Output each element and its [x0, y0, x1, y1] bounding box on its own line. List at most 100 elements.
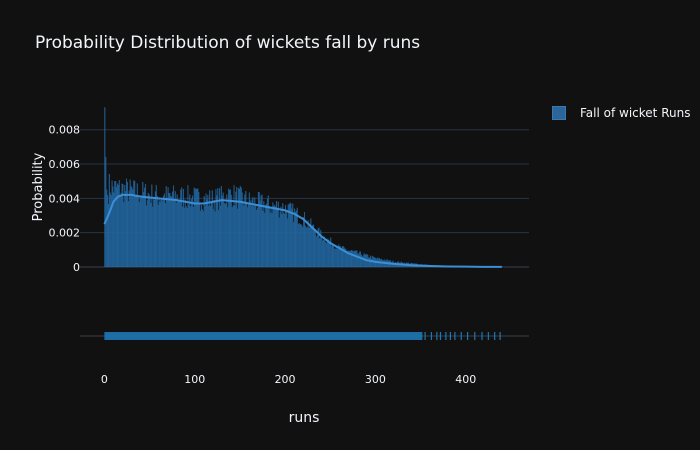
rug-dense-band [104, 332, 423, 340]
histogram-bar [191, 195, 194, 268]
histogram-bar [291, 208, 293, 268]
histogram-bar [200, 205, 203, 268]
histogram-bar [166, 197, 168, 268]
histogram-bar [107, 194, 109, 268]
histogram-bar [359, 251, 361, 268]
histogram-bar [313, 230, 315, 268]
histogram-bar [247, 207, 249, 268]
histogram-bar [247, 203, 250, 268]
histogram-bar [121, 183, 123, 268]
histogram-bar [354, 250, 356, 268]
histogram-bar [253, 206, 255, 268]
histogram-bar [184, 199, 186, 268]
legend[interactable]: Fall of wicket Runs [552, 106, 690, 120]
histogram-bar [183, 207, 185, 268]
histogram-bar [219, 205, 222, 268]
histogram-bar [130, 186, 132, 268]
histogram-bar [350, 250, 353, 268]
histogram-bar [223, 202, 225, 268]
histogram-bar [147, 192, 149, 268]
histogram-bar [193, 187, 195, 268]
histogram-bar [357, 253, 359, 268]
histogram-bar [205, 193, 207, 268]
histogram-bar [284, 213, 286, 268]
histogram-bar [331, 243, 334, 268]
histogram-bar [135, 195, 137, 268]
histogram-bar [145, 205, 147, 268]
histogram-bar [174, 191, 176, 268]
histogram-bar [222, 192, 224, 268]
histogram-bar [285, 205, 287, 268]
histogram-bar [123, 202, 125, 268]
histogram-bar [295, 210, 297, 268]
y-tick-label: 0 [73, 261, 80, 274]
histogram-bar [175, 202, 177, 268]
histogram-bar [281, 214, 283, 268]
histogram-bar [132, 189, 134, 268]
histogram-bar [259, 200, 261, 268]
histogram-bar [172, 185, 175, 268]
histogram-bar [279, 211, 281, 268]
histogram-bar [224, 203, 226, 268]
histogram-bar [257, 192, 259, 268]
histogram-bar [156, 195, 158, 268]
histogram-bar [214, 211, 216, 268]
histogram-bar [220, 186, 222, 268]
histogram-bar [368, 257, 370, 268]
histogram-bar [212, 209, 214, 268]
histogram-bar [231, 207, 233, 268]
histogram-bar [122, 184, 124, 268]
histogram-bar [304, 225, 306, 268]
histogram-bar [334, 248, 336, 268]
histogram-bar [163, 193, 165, 268]
histogram-bar [294, 208, 296, 268]
histogram-bar [227, 207, 229, 268]
histogram-bar [328, 240, 330, 268]
histogram-bar [263, 201, 265, 268]
histogram-bar [168, 193, 170, 268]
histogram-bar [299, 224, 301, 268]
histogram-bar [201, 209, 203, 268]
histogram-bar [230, 194, 232, 268]
histogram-bar [243, 205, 245, 268]
histogram-bar [278, 217, 280, 268]
histogram-bar [149, 196, 151, 268]
histogram-bar [275, 206, 277, 268]
histogram-bar [158, 198, 160, 268]
histogram-bar [269, 212, 271, 268]
histogram-bar [246, 203, 248, 268]
histogram-bar [111, 180, 113, 268]
histogram-bar [297, 224, 299, 268]
histogram-bar [316, 235, 318, 268]
histogram-bar [282, 203, 284, 268]
histogram-bar [105, 157, 107, 268]
rug-layer [80, 332, 529, 340]
histogram-bar [108, 174, 110, 268]
histogram-bar [208, 205, 210, 268]
histogram-bar [185, 206, 187, 268]
histogram-bar [270, 207, 272, 268]
histogram-bar [293, 222, 295, 268]
histogram-bar [305, 227, 307, 268]
histogram-bar [314, 231, 316, 268]
histogram-bar [233, 185, 235, 268]
histogram-bar [112, 186, 114, 268]
histogram-bar [154, 191, 156, 268]
histogram-bar [164, 203, 166, 268]
histogram-bar [234, 205, 236, 268]
histogram-bar [331, 246, 333, 268]
histogram-bar [321, 235, 323, 268]
histogram-bar [274, 205, 276, 268]
legend-label: Fall of wicket Runs [580, 106, 691, 120]
histogram-bar [352, 251, 354, 268]
histogram-bar [315, 236, 317, 268]
x-axis-label: runs [289, 410, 320, 426]
histogram-bar [266, 203, 268, 268]
histogram-bar [114, 181, 116, 268]
histogram-bar [210, 202, 212, 268]
histogram-bar [191, 199, 193, 268]
histogram-bar [170, 196, 172, 268]
histogram-bar [125, 191, 127, 268]
histogram-bar [298, 222, 300, 268]
